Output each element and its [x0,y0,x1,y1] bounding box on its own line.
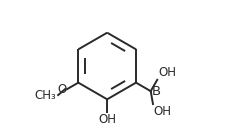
Text: O: O [57,83,66,96]
Text: OH: OH [157,66,175,79]
Text: B: B [151,85,160,98]
Text: OH: OH [98,113,116,126]
Text: OH: OH [153,105,171,118]
Text: CH₃: CH₃ [34,89,56,102]
